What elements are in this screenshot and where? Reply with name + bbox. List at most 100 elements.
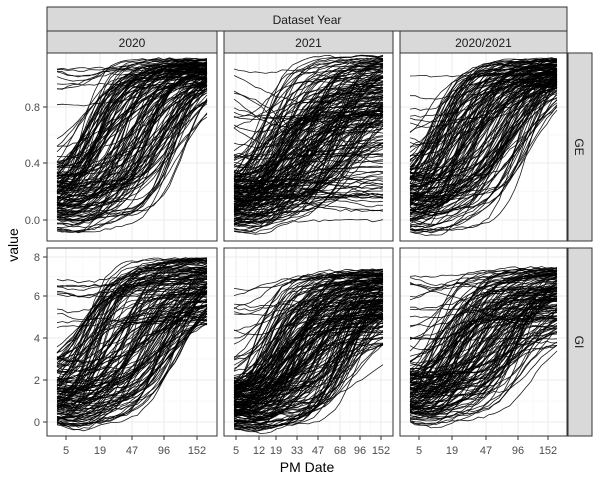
- series-line: [233, 57, 384, 190]
- series-line: [409, 288, 558, 405]
- series-line: [233, 69, 384, 188]
- series-line: [56, 90, 208, 208]
- series-line: [56, 266, 208, 410]
- y-axis-gi: 0 2 4 6 8: [34, 252, 47, 429]
- series-line: [56, 67, 208, 185]
- series-line: [409, 298, 558, 369]
- column-strips: 2020 2021 2020/2021: [46, 30, 568, 54]
- series-line: [233, 92, 384, 186]
- series-line: [56, 313, 208, 397]
- series-line: [409, 69, 558, 179]
- panel: [46, 52, 218, 242]
- series-line: [233, 299, 384, 425]
- series-line: [409, 344, 558, 377]
- y-axis-title: value: [5, 228, 21, 262]
- series-line: [56, 67, 208, 199]
- series-line: [56, 275, 208, 384]
- series-line: [233, 136, 384, 217]
- series-line: [409, 314, 558, 405]
- series-line: [56, 280, 208, 410]
- series-line: [56, 292, 208, 408]
- series-line: [409, 65, 558, 186]
- series-line: [409, 289, 558, 426]
- series-line: [409, 62, 557, 177]
- series-line: [56, 292, 208, 425]
- series-line: [409, 72, 558, 173]
- series-line: [57, 302, 208, 397]
- series-line: [56, 73, 208, 207]
- series-line: [56, 280, 208, 420]
- series-line: [233, 90, 384, 189]
- series-line: [409, 340, 558, 400]
- series-line: [233, 104, 384, 219]
- series-line: [409, 315, 558, 414]
- series-line: [56, 80, 208, 217]
- series-line: [56, 314, 208, 405]
- series-line: [233, 344, 384, 425]
- x-tick-label: 96: [512, 445, 524, 457]
- series-line: [56, 323, 208, 394]
- series-line: [233, 103, 384, 182]
- x-axis-2020-2021: 5 19 47 96 152: [416, 436, 557, 457]
- y-tick-label: 8: [34, 252, 40, 264]
- series-line: [233, 102, 384, 173]
- panel: [399, 247, 568, 437]
- x-axis-2021: 5 12 19 33 47 68 96 152: [233, 436, 390, 457]
- series-line: [409, 275, 558, 301]
- series-line: [233, 63, 384, 193]
- series-line: [56, 318, 208, 385]
- series-line: [56, 68, 208, 208]
- facet-title-strip: Dataset Year: [46, 6, 568, 32]
- y-tick-label: 0.4: [25, 158, 40, 170]
- series-line: [233, 308, 383, 411]
- series-line: [56, 315, 208, 413]
- series-line: [409, 83, 558, 202]
- series-line: [233, 324, 384, 432]
- series-lines: [233, 268, 384, 434]
- series-line: [233, 281, 384, 384]
- series-line: [233, 64, 384, 179]
- panel-border: [399, 52, 568, 242]
- series-line: [233, 320, 384, 408]
- series-line: [56, 306, 208, 416]
- series-lines: [233, 54, 384, 235]
- series-line: [56, 272, 207, 401]
- series-line: [56, 57, 208, 90]
- series-line: [56, 287, 208, 363]
- series-line: [233, 175, 384, 190]
- series-line: [56, 300, 208, 380]
- series-line: [56, 258, 208, 375]
- series-line: [233, 80, 384, 210]
- series-line: [56, 260, 208, 353]
- series-line: [233, 270, 384, 384]
- column-strip-2020-2021: 2020/2021: [455, 36, 512, 50]
- y-tick-label: 2: [34, 375, 40, 387]
- series-line: [233, 306, 384, 417]
- series-lines: [56, 257, 208, 432]
- series-line: [56, 286, 208, 432]
- x-tick-label: 68: [334, 445, 346, 457]
- x-tick-label: 152: [539, 445, 557, 457]
- series-line: [56, 293, 208, 381]
- series-line: [56, 285, 208, 388]
- series-line: [56, 292, 208, 407]
- row-strip-bg-gi: [567, 247, 593, 437]
- row-strip-bg-ge: [567, 52, 593, 242]
- series-line: [56, 70, 208, 200]
- series-line: [409, 331, 558, 420]
- x-tick-label: 47: [312, 445, 324, 457]
- series-line: [409, 84, 558, 191]
- series-line: [56, 289, 208, 414]
- series-line: [233, 300, 384, 424]
- series-line: [233, 316, 384, 393]
- series-line: [409, 282, 558, 419]
- series-line: [409, 67, 558, 214]
- series-line: [56, 99, 208, 204]
- series-line: [409, 289, 558, 311]
- series-line: [56, 68, 208, 197]
- series-line: [233, 84, 384, 205]
- series-line: [233, 279, 384, 416]
- series-line: [409, 267, 558, 420]
- series-line: [409, 307, 558, 403]
